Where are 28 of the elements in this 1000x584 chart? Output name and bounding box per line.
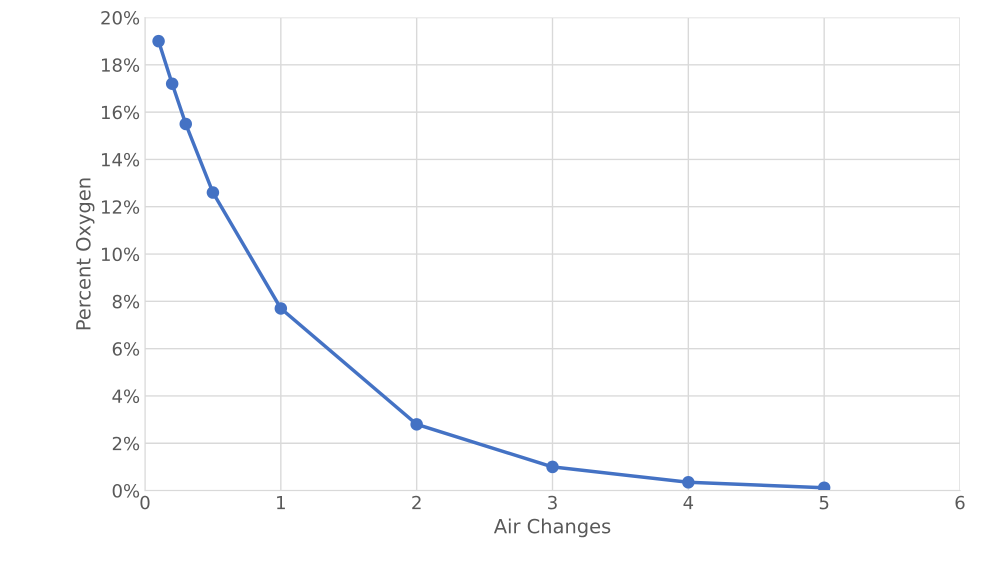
y-tick-label: 14% bbox=[102, 152, 140, 167]
y-tick-label: 0% bbox=[112, 484, 140, 498]
point bbox=[274, 302, 288, 315]
x-tick-label: 5 bbox=[820, 496, 828, 510]
y-tick-label: 2% bbox=[112, 436, 140, 450]
point bbox=[206, 186, 220, 199]
y-axis-title: Percent Oxygen bbox=[76, 178, 94, 330]
point bbox=[682, 476, 695, 489]
x-tick-label: 4 bbox=[683, 496, 694, 510]
y-tick-label: 6% bbox=[112, 342, 140, 356]
y-tick-label: 12% bbox=[102, 200, 140, 214]
point bbox=[546, 460, 559, 474]
point bbox=[180, 118, 192, 130]
x-tick-label: 2 bbox=[412, 496, 421, 510]
point bbox=[166, 77, 178, 90]
point bbox=[410, 418, 423, 431]
y-tick-label: 4% bbox=[112, 389, 140, 404]
y-tick-label: 20% bbox=[101, 10, 140, 25]
x-tick-label: 6 bbox=[956, 496, 965, 510]
y-tick-label: 8% bbox=[112, 294, 140, 308]
y-tick-label: 18% bbox=[102, 58, 140, 72]
x-tick-label: 1 bbox=[277, 496, 285, 510]
y-tick-label: 10% bbox=[102, 248, 140, 262]
y-tick-label: 16% bbox=[102, 106, 140, 120]
x-tick-label: 3 bbox=[548, 496, 557, 510]
point bbox=[152, 34, 165, 48]
x-axis-title: Air Changes bbox=[494, 518, 610, 538]
x-tick-label: 0 bbox=[140, 496, 150, 510]
